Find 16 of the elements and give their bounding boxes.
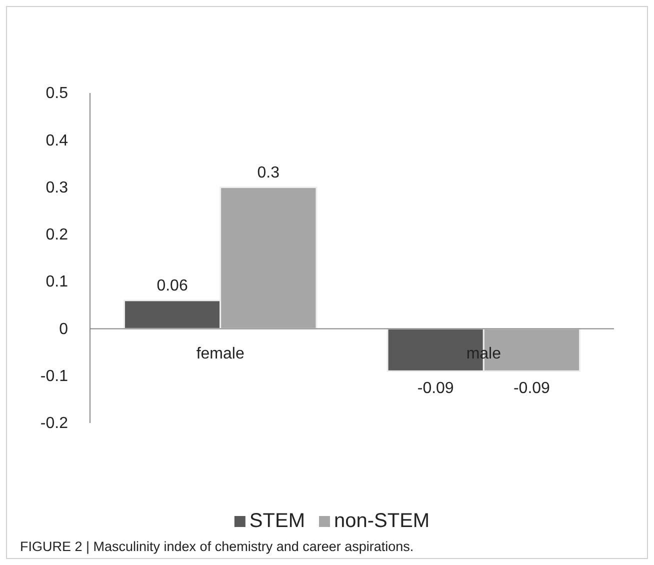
y-tick-label: -0.1 [40, 368, 68, 385]
data-label: 0.06 [156, 277, 188, 294]
data-label: -0.09 [417, 380, 454, 398]
y-tick-label: 0.3 [46, 179, 68, 196]
y-tick-label: 0.1 [46, 274, 68, 291]
y-tick-label: 0.4 [46, 132, 68, 150]
caption: FIGURE 2 | Masculinity index of chemistry and career aspirations. [20, 539, 414, 554]
y-tick-label: -0.2 [40, 415, 68, 432]
x-tick-label: female [196, 346, 244, 363]
y-tick-label: 0.2 [46, 226, 68, 244]
data-label: -0.09 [513, 380, 550, 398]
legend-label: non-STEM [334, 510, 430, 532]
legend-label: STEM [249, 510, 305, 532]
y-tick-label: 0.5 [46, 85, 68, 102]
data-label: 0.3 [257, 164, 280, 182]
y-tick-label: 0 [59, 320, 68, 338]
